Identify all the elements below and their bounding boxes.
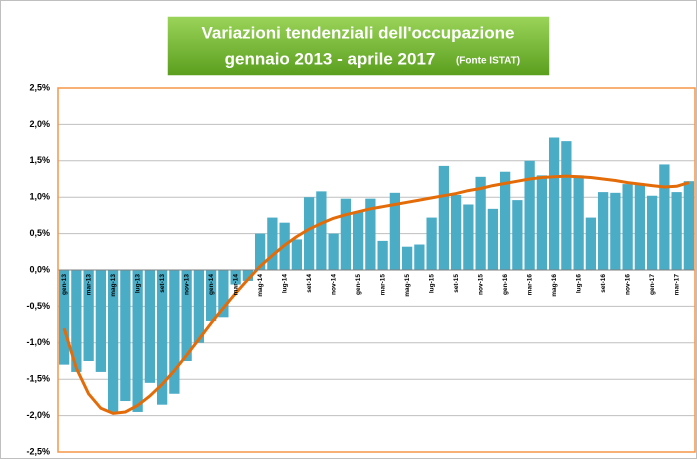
bar [401,246,413,270]
bar [242,270,254,281]
bar [267,217,278,270]
bar [303,197,315,270]
bar [218,270,229,318]
bar [597,192,609,270]
bar [524,160,535,270]
bar [58,270,70,365]
y-tick-label: -0,5% [26,301,50,311]
bar [487,208,499,270]
plot-border [57,87,696,453]
bar [610,192,621,270]
bar [95,270,107,372]
x-tick-label: mar-13 [85,274,92,296]
bar [169,270,180,394]
x-tick-label: set-15 [453,274,460,293]
bar [377,240,388,270]
x-tick-label: nov-15 [477,274,484,295]
source-note: (Fonte ISTAT) [456,56,520,67]
x-tick-label: gen-13 [61,274,68,295]
bar [561,141,572,270]
bar [71,270,82,372]
x-tick-label: lug-15 [428,274,435,294]
bar [414,244,425,270]
y-tick-label: -2,5% [26,446,50,456]
bar [193,270,205,343]
x-tick-label: set-16 [600,274,607,293]
y-tick-label: -2,0% [26,410,50,420]
x-tick-label: gen-16 [502,274,509,295]
bar [499,171,511,270]
x-tick-label: mar-16 [526,274,533,296]
y-tick-label: 2,0% [29,119,50,129]
x-tick-label: nov-16 [624,274,631,295]
trend-line [62,174,690,415]
bar [340,198,352,270]
bar [438,165,450,270]
y-tick-label: 1,5% [29,155,50,165]
x-tick-label: lug-16 [575,274,582,294]
bar [659,164,670,270]
bar [205,270,217,321]
y-tick-label: 1,0% [29,192,50,202]
bar [426,217,437,270]
y-tick-label: 2,5% [29,82,50,92]
y-tick-label: -1,5% [26,374,50,384]
bar [475,176,486,270]
bar [463,204,474,270]
bar [156,270,168,405]
bar [536,175,548,270]
x-tick-label: lug-13 [134,274,141,294]
x-tick-label: set-13 [159,274,166,293]
bar [254,233,266,270]
bar [389,192,401,270]
x-tick-label: gen-14 [208,274,215,295]
bar [352,211,364,270]
x-tick-label: nov-14 [330,274,337,295]
bar [144,270,156,383]
bar [646,195,658,270]
x-tick-label: lug-14 [281,274,288,294]
bar [328,233,339,270]
x-tick-label: set-14 [306,274,313,293]
bar [548,137,560,270]
x-tick-label: mar-15 [379,274,386,296]
x-tick-label: gen-15 [355,274,362,295]
x-tick-label: mar-17 [673,274,680,296]
x-tick-label: gen-17 [649,274,656,295]
bar [316,191,327,270]
bar [83,270,94,361]
x-tick-label: mar-14 [232,274,239,296]
y-tick-label: -1,0% [26,337,50,347]
x-tick-label: mag-15 [404,274,411,297]
bar [512,200,523,270]
chart-subtitle: gennaio 2013 - aprile 2017 [225,49,436,68]
bar [120,270,131,402]
x-tick-label: nov-13 [183,274,190,295]
x-tick-label: mag-14 [257,274,264,297]
bar [181,270,192,361]
bar [132,270,143,412]
bar [230,270,241,285]
y-tick-label: 0,0% [29,264,50,274]
x-tick-label: mag-13 [110,274,117,297]
bar [585,217,597,270]
bar [291,239,303,270]
chart-title: Variazioni tendenziali dell'occupazione [202,23,515,42]
bar [107,270,119,412]
bar [450,195,462,270]
bar [622,184,633,270]
bar [634,184,646,270]
bar [683,181,695,270]
title-box [166,15,551,77]
x-tick-label: mag-16 [551,274,558,297]
bar [671,192,682,270]
bar [573,175,584,270]
y-tick-label: 0,5% [29,228,50,238]
bar [365,198,376,270]
